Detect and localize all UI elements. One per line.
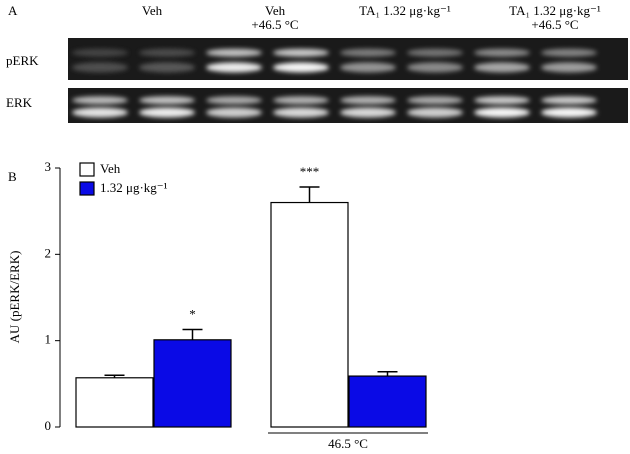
blot-band [407, 62, 463, 73]
column-label: +46.5 °C [251, 17, 298, 32]
y-axis-label: AU (pERK/ERK) [7, 251, 22, 344]
significance-label: * [189, 306, 196, 321]
blot-band [273, 96, 329, 105]
legend-swatch [79, 181, 95, 196]
column-label: TA₁ 1.32 μg·kg⁻¹ [359, 3, 451, 18]
blot-band [474, 107, 530, 118]
legend-label: Veh [100, 161, 121, 176]
blot-band [206, 62, 262, 73]
row-label: ERK [6, 95, 33, 110]
blot-band [407, 107, 463, 118]
legend-label: 1.32 μg·kg⁻¹ [100, 180, 168, 195]
panel-label: B [8, 169, 17, 184]
blot-band [206, 107, 262, 118]
blot-band [139, 107, 195, 118]
column-label: +46.5 °C [531, 17, 578, 32]
blot-band [273, 48, 329, 57]
column-label: TA₁ 1.32 μg·kg⁻¹ [509, 3, 601, 18]
bar [75, 377, 154, 428]
significance-label: *** [300, 164, 320, 179]
column-label: Veh [265, 3, 286, 18]
y-tick-label: 2 [45, 245, 52, 260]
blot-band [541, 107, 597, 118]
blot-band [139, 48, 195, 57]
blot-strip [68, 38, 628, 80]
legend-swatch [79, 162, 95, 177]
blot-band [340, 48, 396, 57]
bar [270, 201, 349, 428]
blot-band [72, 62, 128, 73]
blot-strip [68, 88, 628, 123]
blot-band [139, 62, 195, 73]
blot-band [273, 62, 329, 73]
bar [153, 339, 232, 428]
blot-band [340, 62, 396, 73]
y-tick-label: 0 [45, 418, 52, 433]
y-tick-label: 1 [45, 332, 52, 347]
blot-band [340, 96, 396, 105]
y-tick-label: 3 [45, 159, 52, 174]
blot-band [541, 62, 597, 73]
blot-band [72, 48, 128, 57]
blot-band [474, 62, 530, 73]
blot-band [541, 96, 597, 105]
bar [348, 375, 427, 428]
panel-label: A [8, 3, 18, 18]
blot-band [474, 48, 530, 57]
blot-band [541, 48, 597, 57]
blot-band [273, 107, 329, 118]
x-category-label: 46.5 °C [328, 436, 368, 451]
blot-band [340, 107, 396, 118]
blot-image [68, 38, 628, 123]
blot-band [206, 48, 262, 57]
blot-band [72, 96, 128, 105]
blot-band [474, 96, 530, 105]
row-label: pERK [6, 53, 39, 68]
blot-band [407, 48, 463, 57]
column-label: Veh [142, 3, 163, 18]
blot-band [206, 96, 262, 105]
blot-band [407, 96, 463, 105]
blot-band [72, 107, 128, 118]
blot-band [139, 96, 195, 105]
